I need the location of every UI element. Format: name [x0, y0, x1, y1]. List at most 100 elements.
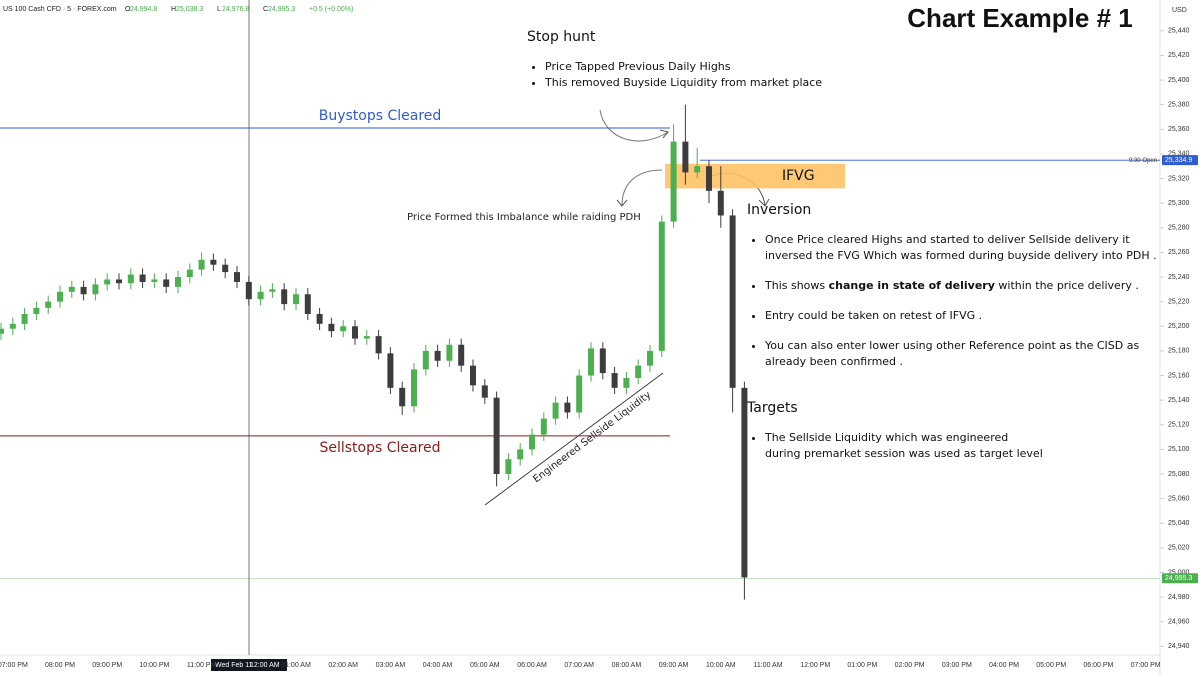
note-text: within the price delivery . [994, 279, 1139, 292]
candle-body [9, 323, 16, 329]
ifvg-zone [665, 163, 845, 189]
x-tick-label: 12:00 AM [250, 662, 280, 669]
chart-title: Chart Example # 1 [907, 3, 1132, 33]
candle-body [540, 418, 547, 435]
x-tick-label: 10:00 PM [139, 662, 169, 669]
candle-body [647, 350, 653, 366]
candle-body [623, 377, 630, 388]
x-tick-label: 02:00 AM [328, 662, 358, 669]
note-text: This shows [765, 279, 829, 292]
targets-note: Targets The Sellside Liquidity which was… [747, 400, 1047, 476]
x-tick-label: 04:00 AM [423, 662, 453, 669]
y-tick-label: 25,100 [1168, 446, 1190, 453]
candle-body [340, 326, 347, 332]
ohlc-value: 24,994.8 [130, 6, 157, 13]
arrow [621, 169, 663, 206]
price-tag [1162, 573, 1198, 584]
candle-body [92, 284, 99, 295]
candle-body [198, 259, 205, 270]
candle-body [222, 264, 229, 273]
candle-body [352, 326, 358, 339]
candle-body [104, 279, 111, 285]
x-tick-label: 07:00 AM [564, 662, 594, 669]
candle-body [493, 397, 500, 475]
crosshair-tag [211, 659, 287, 671]
candle-body [564, 402, 571, 413]
candle-body [139, 274, 146, 282]
candle-body [45, 301, 52, 308]
candle-body [175, 277, 181, 287]
x-tick-label: 08:00 PM [45, 662, 75, 669]
candle-body [328, 323, 335, 332]
candle-body [694, 166, 701, 173]
candle-body [116, 279, 122, 284]
ohlc-key: C [263, 6, 268, 13]
candle-body [234, 272, 240, 282]
note-bullet: This removed Buyside Liquidity from mark… [545, 75, 847, 91]
note-bullet: Price Tapped Previous Daily Highs [545, 59, 847, 75]
note-title: Stop hunt [527, 29, 596, 45]
candle-body [517, 449, 524, 460]
x-tick-label: 09:00 PM [92, 662, 122, 669]
candle-body [470, 365, 476, 386]
note-list: Once Price cleared Highs and started to … [747, 232, 1167, 370]
candle-body [411, 369, 417, 407]
candle-body [434, 350, 441, 361]
y-tick-label: 25,040 [1168, 520, 1190, 527]
candle-body [316, 313, 323, 324]
candle-body [293, 294, 299, 305]
note-list: Price Tapped Previous Daily Highs This r… [527, 59, 847, 91]
note-bullet: Once Price cleared Highs and started to … [765, 232, 1167, 264]
x-tick-label: 06:00 AM [517, 662, 547, 669]
x-tick-label: 03:00 PM [942, 662, 972, 669]
level-label: Buystops Cleared [319, 108, 442, 124]
y-tick-label: 25,140 [1168, 397, 1190, 404]
x-tick-label: 05:00 PM [1036, 662, 1066, 669]
candle-body [729, 215, 736, 388]
y-tick-label: 25,080 [1168, 471, 1190, 478]
x-tick-label: 07:00 PM [1131, 662, 1161, 669]
symbol: US 100 Cash CFD · 5 · FOREX.com [3, 6, 117, 13]
x-tick-label: 06:00 PM [1083, 662, 1113, 669]
candle-body [186, 269, 193, 278]
y-tick-label: 24,980 [1168, 594, 1190, 601]
note-text: Entry could be taken on retest of IFVG . [765, 309, 983, 322]
candle-body [422, 350, 429, 370]
y-tick-label: 25,060 [1168, 495, 1190, 502]
x-tick-label: 08:00 AM [612, 662, 642, 669]
y-tick-label: 25,280 [1168, 225, 1190, 232]
ohlc-change: +0.5 (+0.00%) [309, 6, 353, 13]
candle-body [375, 336, 382, 354]
candle-body [210, 259, 217, 265]
y-tick-label: 25,400 [1168, 77, 1190, 84]
y-tick-label: 25,240 [1168, 274, 1190, 281]
y-tick-label: 25,340 [1168, 151, 1190, 158]
trendline [484, 372, 664, 506]
candle-body [33, 307, 40, 314]
candle-body [80, 286, 87, 295]
x-tick-label: 05:00 AM [470, 662, 500, 669]
y-tick-label: 25,020 [1168, 545, 1190, 552]
candle-body [57, 291, 63, 302]
candle-body [611, 373, 618, 388]
x-tick-label: 07:00 PM [0, 662, 28, 669]
x-tick-label: 04:00 PM [989, 662, 1019, 669]
candle-body [481, 385, 488, 398]
x-tick-label: 12:00 PM [800, 662, 830, 669]
y-tick-label: 25,300 [1168, 200, 1190, 207]
ohlc-value: 24,995.3 [268, 6, 295, 13]
candle-body [599, 348, 606, 374]
x-tick-label: 11:00 PM [187, 662, 217, 669]
note-bullet: The Sellside Liquidity which was enginee… [765, 430, 1047, 462]
candle-body [304, 294, 311, 314]
note-bullet: You can also enter lower using other Ref… [765, 338, 1167, 370]
candle-body [529, 434, 535, 450]
y-tick-label: 25,220 [1168, 298, 1190, 305]
imbalance-note: Price Formed this Imbalance while raidin… [407, 212, 641, 223]
candle-body [588, 348, 594, 376]
inversion-note: Inversion Once Price cleared Highs and s… [747, 202, 1167, 384]
price-tag [1162, 155, 1198, 166]
ohlc-key: O [125, 6, 131, 13]
candle-body [682, 141, 689, 173]
